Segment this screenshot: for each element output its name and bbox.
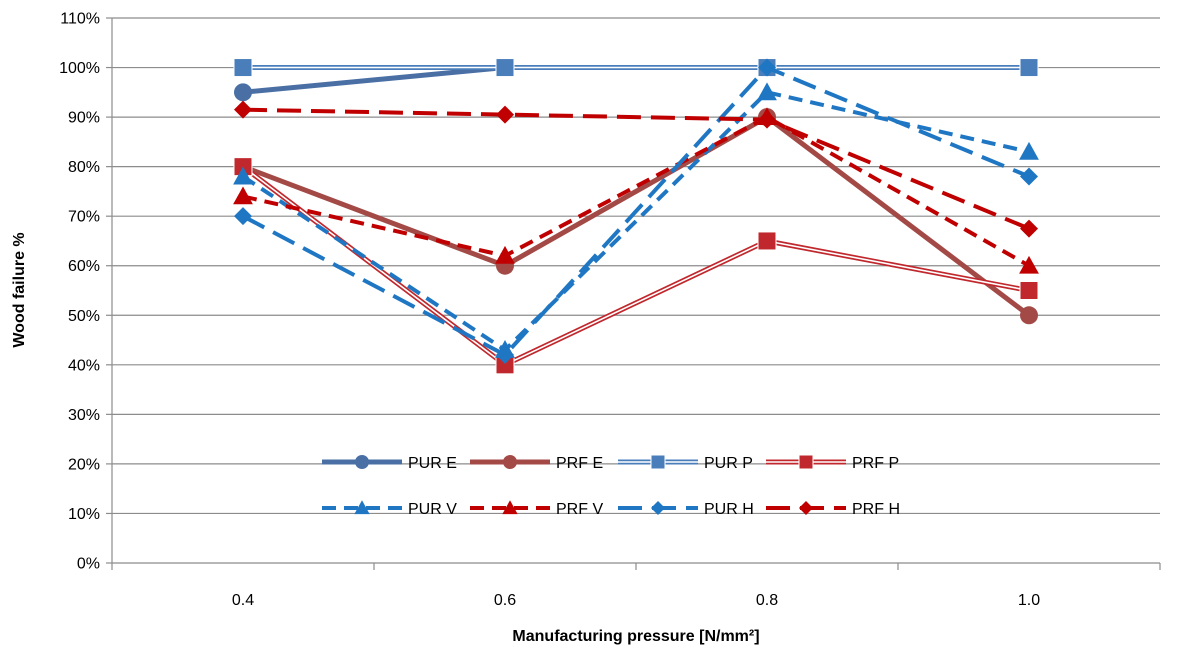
legend-label: PUR E — [408, 455, 457, 472]
series-pur-p — [233, 58, 1039, 78]
x-tick-label: 0.8 — [756, 592, 778, 609]
data-point — [1020, 219, 1038, 238]
legend-label: PRF E — [556, 455, 603, 472]
y-tick-label: 50% — [68, 308, 100, 325]
legend-marker — [354, 500, 370, 515]
legend-item-prf-e: PRF E — [470, 455, 603, 472]
x-axis-title: Manufacturing pressure [N/mm²] — [512, 628, 759, 645]
data-point — [1019, 58, 1039, 78]
data-point — [757, 82, 777, 101]
data-point — [758, 58, 776, 77]
data-point — [234, 207, 252, 226]
data-point — [496, 345, 514, 364]
legend-marker — [503, 455, 517, 469]
x-tick-label: 1.0 — [1018, 592, 1040, 609]
legend-label: PUR P — [704, 455, 753, 472]
legend-marker — [651, 501, 665, 515]
legend-item-prf-v: PRF V — [470, 500, 603, 518]
legend-label: PRF H — [852, 501, 900, 518]
series-line-prf-h — [242, 107, 1030, 231]
series-line-prf-v — [242, 115, 1030, 268]
data-point — [1020, 167, 1038, 186]
data-point — [1019, 255, 1039, 274]
data-point — [495, 245, 515, 264]
y-tick-label: 80% — [68, 159, 100, 176]
legend-label: PUR H — [704, 501, 754, 518]
series-line-prf-e — [242, 114, 1031, 318]
data-point — [758, 110, 776, 129]
series-line-pur-e — [242, 65, 1029, 95]
legend-item-pur-p: PUR P — [618, 454, 753, 472]
data-point — [1019, 281, 1039, 300]
data-point — [233, 166, 253, 185]
legend-item-pur-v: PUR V — [322, 500, 457, 518]
y-tick-label: 20% — [68, 456, 100, 473]
y-axis-title: Wood failure % — [11, 232, 28, 347]
data-point — [1019, 141, 1039, 160]
legend-marker — [502, 500, 518, 515]
legend-item-prf-h: PRF H — [766, 501, 900, 518]
x-tick-label: 0.6 — [494, 592, 516, 609]
data-point — [233, 186, 253, 205]
y-tick-label: 60% — [68, 258, 100, 275]
y-tick-label: 10% — [68, 506, 100, 523]
series-group — [233, 58, 1039, 375]
data-point — [234, 100, 252, 119]
y-tick-label: 90% — [68, 110, 100, 127]
series-pur-h — [234, 58, 1038, 364]
legend-label: PRF P — [852, 455, 899, 472]
data-point — [233, 58, 253, 78]
legend-item-prf-p: PRF P — [766, 454, 899, 472]
y-tick-label: 0% — [77, 556, 100, 573]
data-point — [757, 231, 777, 251]
legend-item-pur-h: PUR H — [618, 501, 754, 518]
series-pur-e — [234, 58, 1038, 102]
series-prf-h — [234, 100, 1038, 238]
y-tick-label: 110% — [60, 11, 100, 28]
legend-label: PUR V — [408, 501, 457, 518]
legend: PUR E PRF E PUR P PRF P PUR V PRF V PUR H PRF H — [322, 454, 900, 518]
y-tick-labels: 0% 10% 20% 30% 40% 50% 60% 70% 80% 90% 100% 110% — [59, 11, 100, 573]
legend-marker — [650, 454, 666, 470]
data-point — [496, 105, 514, 124]
legend-marker — [799, 501, 813, 515]
axes — [106, 17, 1161, 570]
legend-marker — [355, 455, 369, 469]
data-point — [1020, 306, 1038, 325]
y-tick-label: 30% — [68, 407, 100, 424]
legend-label: PRF V — [556, 501, 603, 518]
series-prf-p — [233, 157, 1039, 375]
x-tick-label: 0.4 — [232, 592, 254, 609]
legend-marker — [798, 454, 814, 470]
y-tick-label: 100% — [59, 60, 100, 77]
y-tick-label: 70% — [68, 209, 100, 226]
y-tick-label: 40% — [68, 357, 100, 374]
series-line-prf-p-inner — [242, 165, 1030, 366]
data-point — [495, 58, 515, 78]
data-point — [234, 83, 252, 102]
series-line-pur-h — [242, 65, 1030, 357]
x-tick-labels: 0.4 0.6 0.8 1.0 — [232, 592, 1040, 609]
legend-item-pur-e: PUR E — [322, 455, 457, 472]
